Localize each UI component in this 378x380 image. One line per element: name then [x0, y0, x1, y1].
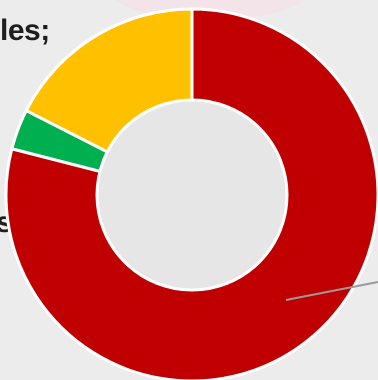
leader-line — [285, 281, 378, 301]
donut-hole — [95, 98, 289, 292]
cropped-text-fragment-top: les; — [0, 14, 50, 47]
